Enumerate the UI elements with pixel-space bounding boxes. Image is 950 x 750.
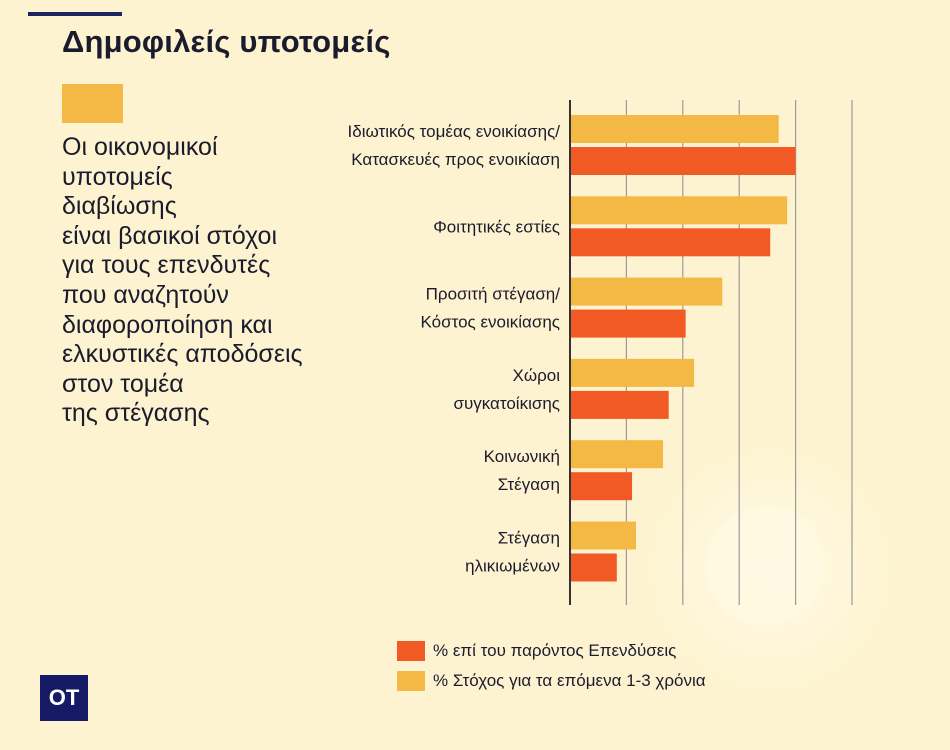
subtitle-line: είναι βασικοί στόχοι	[62, 221, 278, 250]
background-glow-inner	[705, 505, 825, 625]
category-label: ηλικιωμένων	[465, 557, 560, 576]
bar-target	[570, 196, 788, 225]
bar-target	[570, 521, 636, 550]
bar-current	[570, 472, 633, 501]
subtitle-line: για τους επενδυτές	[62, 251, 271, 280]
category-label: Κατασκευές προς ενοικίαση	[351, 150, 560, 169]
subtitle-line: της στέγασης	[62, 399, 210, 428]
category-label: Ιδιωτικός τομέας ενοικίασης/	[348, 122, 561, 141]
category-label: Χώροι	[512, 366, 560, 385]
bar-current	[570, 147, 796, 175]
bar-target	[570, 277, 723, 306]
bar-current	[570, 390, 669, 419]
page-title: Δημοφιλείς υποτομείς	[62, 24, 391, 59]
category-label: Φοιτητικές εστίες	[433, 217, 560, 236]
top-rule	[28, 12, 122, 16]
legend-label-current: % επί του παρόντος Επενδύσεις	[433, 641, 677, 660]
legend-item-current: % επί του παρόντος Επενδύσεις	[397, 636, 706, 666]
category-label: Στέγαση	[498, 475, 560, 494]
accent-block	[62, 84, 123, 123]
subtitle-line: διαφοροποίηση και	[62, 310, 273, 339]
legend-label-target: % Στόχος για τα επόμενα 1-3 χρόνια	[433, 671, 706, 690]
legend-swatch-current	[397, 641, 425, 661]
legend-item-target: % Στόχος για τα επόμενα 1-3 χρόνια	[397, 666, 706, 696]
bar-target	[570, 440, 664, 469]
bar-current	[570, 553, 617, 582]
subtitle-line: που αναζητούν	[62, 280, 229, 309]
category-label: Προσιτή στέγαση/	[426, 285, 561, 304]
subtitle: Οι οικονομικοί υποτομείς διαβίωσης είναι…	[62, 133, 362, 429]
logo: OT	[40, 675, 88, 721]
legend: % επί του παρόντος Επενδύσεις % Στόχος γ…	[397, 636, 706, 696]
subtitle-line: διαβίωσης	[62, 192, 177, 221]
bar-current	[570, 309, 686, 338]
subtitle-line: ελκυστικές αποδόσεις	[62, 340, 303, 369]
category-label: Κοινωνική	[484, 447, 560, 466]
subtitle-line: υποτομείς	[62, 162, 173, 191]
bar-current	[570, 228, 771, 257]
category-label: Στέγαση	[498, 529, 560, 548]
bar-target	[570, 115, 779, 143]
bar-target	[570, 358, 695, 387]
subtitle-line: Οι οικονομικοί	[62, 133, 218, 161]
legend-swatch-target	[397, 671, 425, 691]
category-label: συγκατοίκισης	[453, 394, 560, 413]
category-label: Κόστος ενοικίασης	[421, 313, 560, 332]
subtitle-line: στον τομέα	[62, 369, 184, 398]
